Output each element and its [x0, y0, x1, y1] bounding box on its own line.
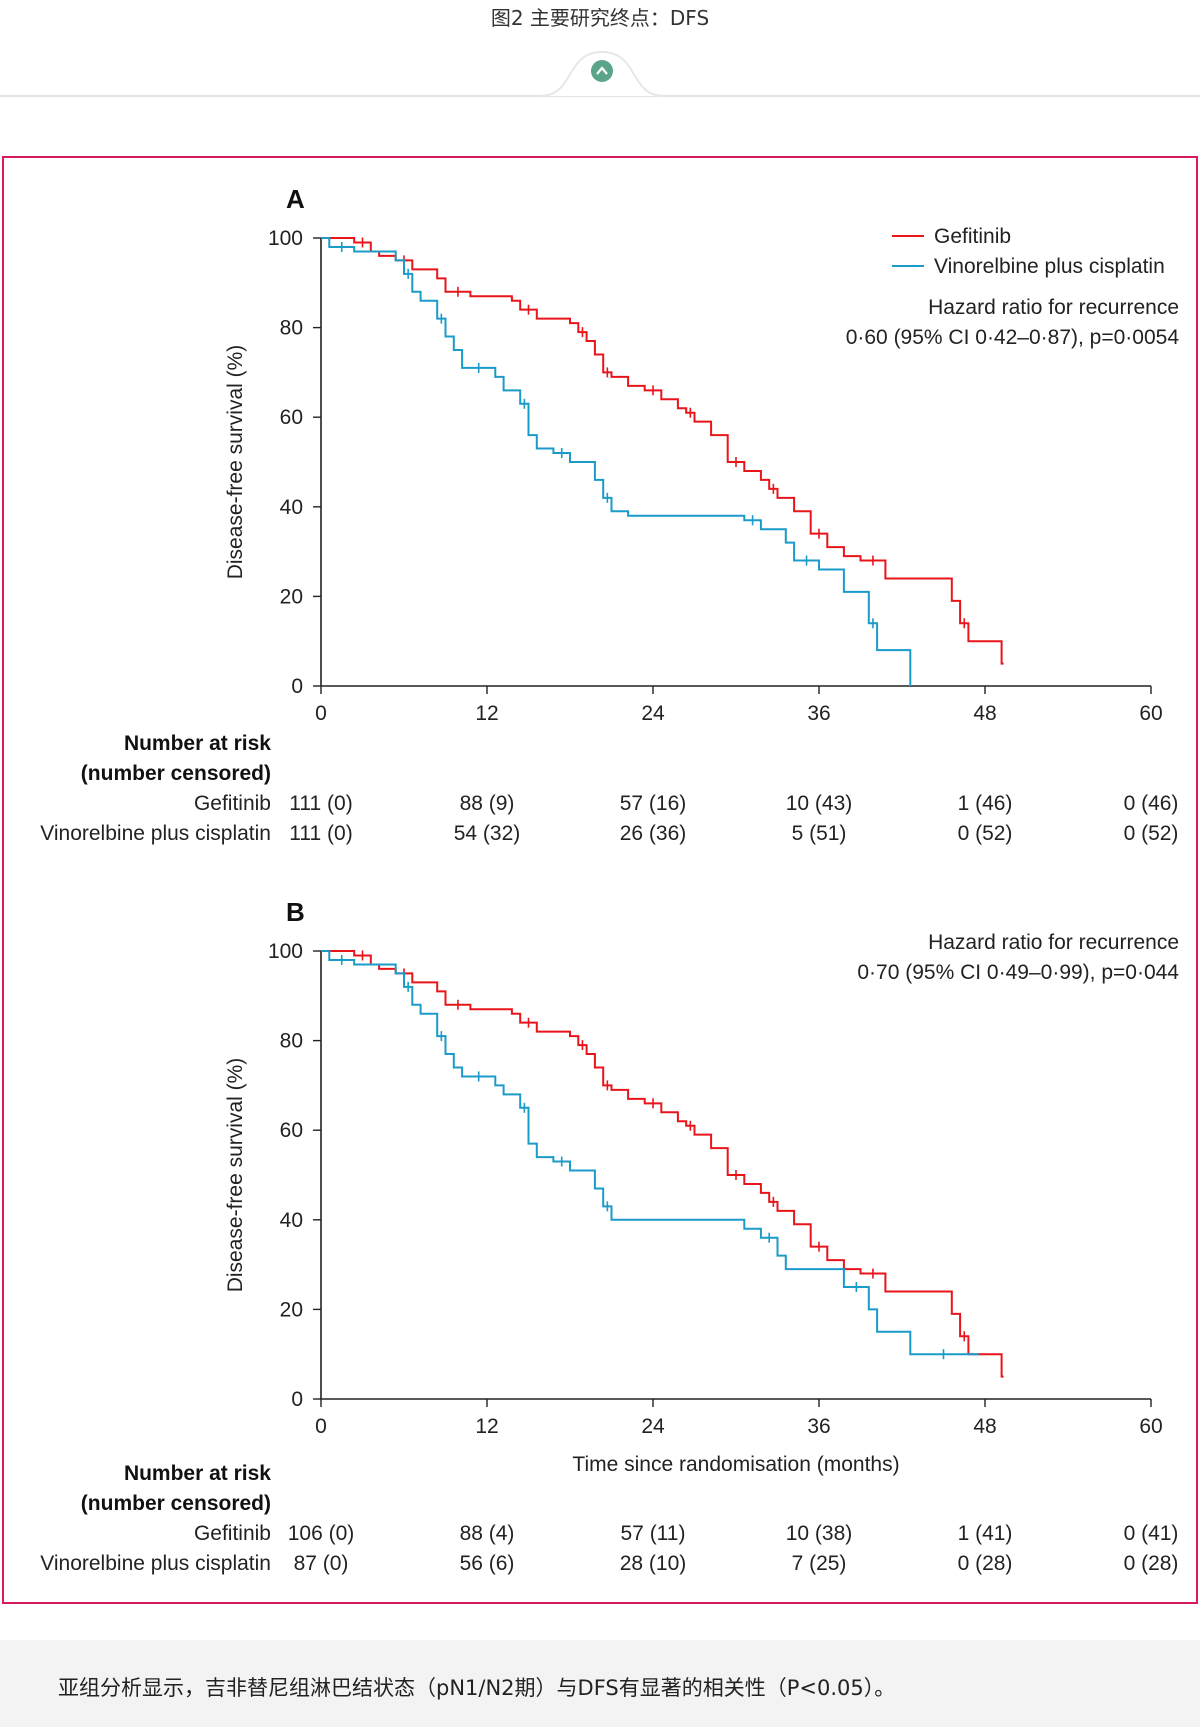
- figure-caption: 图2 主要研究终点：DFS: [490, 6, 710, 30]
- risk-value: 1 (46): [958, 792, 1013, 815]
- risk-value: 10 (38): [786, 1522, 853, 1545]
- series-line-vinorelbine: [321, 950, 979, 1356]
- risk-value: 88 (4): [460, 1522, 515, 1545]
- risk-value: 111 (0): [289, 792, 352, 815]
- y-tick-label: 100: [268, 940, 303, 963]
- risk-value: 10 (43): [786, 792, 853, 815]
- risk-table-header: (number censored): [81, 1492, 271, 1515]
- y-tick-label: 60: [280, 406, 303, 429]
- risk-value: 0 (28): [1124, 1552, 1179, 1575]
- risk-value: 28 (10): [620, 1552, 687, 1575]
- panel-letter: A: [286, 184, 305, 214]
- y-tick-label: 40: [280, 1209, 303, 1232]
- risk-value: 0 (52): [958, 822, 1013, 845]
- series-line-vinorelbine: [321, 237, 912, 686]
- risk-value: 87 (0): [294, 1552, 349, 1575]
- panel-a: A 0 20 40 60 80 100 0 12 24 36 48 60 Disease-free sur…: [40, 184, 1179, 845]
- risk-row-label: Gefitinib: [194, 1522, 271, 1545]
- hazard-ratio-line: 0·60 (95% CI 0·42–0·87), p=0·0054: [846, 326, 1180, 349]
- risk-value: 7 (25): [792, 1552, 847, 1575]
- footer-note-band: 亚组分析显示，吉非替尼组淋巴结状态（pN1/N2期）与DFS有显著的相关性（P<…: [0, 1640, 1200, 1727]
- risk-value: 106 (0): [288, 1522, 355, 1545]
- x-tick-label: 60: [1139, 702, 1162, 725]
- x-tick-label: 48: [973, 1415, 996, 1438]
- hazard-ratio-line: 0·70 (95% CI 0·49–0·99), p=0·044: [857, 961, 1179, 984]
- risk-value: 1 (41): [958, 1522, 1013, 1545]
- y-tick-label: 40: [280, 496, 303, 519]
- x-tick-label: 48: [973, 702, 996, 725]
- risk-table-header: Number at risk: [124, 1462, 271, 1485]
- legend-label-gefitinib: Gefitinib: [934, 225, 1011, 248]
- y-tick-label: 100: [268, 227, 303, 250]
- y-tick-label: 0: [291, 675, 303, 698]
- series-line-gefitinib: [321, 950, 1004, 1378]
- risk-row-label: Gefitinib: [194, 792, 271, 815]
- risk-value: 54 (32): [454, 822, 521, 845]
- y-tick-label: 60: [280, 1119, 303, 1142]
- x-tick-label: 12: [475, 1415, 498, 1438]
- x-tick-label: 36: [807, 1415, 830, 1438]
- hazard-ratio-line: Hazard ratio for recurrence: [928, 931, 1179, 954]
- risk-value: 0 (28): [958, 1552, 1013, 1575]
- y-tick-label: 80: [280, 1030, 303, 1053]
- risk-value: 88 (9): [460, 792, 515, 815]
- y-axis-label: Disease-free survival (%): [224, 1058, 247, 1293]
- header-divider: [0, 50, 1200, 97]
- x-tick-label: 12: [475, 702, 498, 725]
- x-tick-label: 36: [807, 702, 830, 725]
- risk-value: 57 (16): [620, 792, 687, 815]
- x-tick-label: 24: [641, 702, 665, 725]
- risk-value: 111 (0): [289, 822, 352, 845]
- risk-row-label: Vinorelbine plus cisplatin: [40, 822, 271, 845]
- panel-b: B 0 20 40 60 80 100 0 12 24 36 48 60 Disease-free sur…: [40, 897, 1179, 1575]
- legend-label-vinorelbine: Vinorelbine plus cisplatin: [934, 255, 1165, 278]
- risk-value: 57 (11): [621, 1522, 686, 1545]
- y-tick-label: 80: [280, 317, 303, 340]
- panel-letter: B: [286, 897, 305, 927]
- risk-row-label: Vinorelbine plus cisplatin: [40, 1552, 271, 1575]
- y-axis-label: Disease-free survival (%): [224, 345, 247, 580]
- risk-value: 0 (46): [1124, 792, 1179, 815]
- x-tick-label: 0: [315, 702, 327, 725]
- risk-table-header: (number censored): [81, 762, 271, 785]
- collapse-badge[interactable]: [591, 60, 613, 82]
- y-tick-label: 0: [291, 1388, 303, 1411]
- risk-value: 0 (41): [1124, 1522, 1179, 1545]
- chevron-up-icon[interactable]: [596, 66, 608, 75]
- footer-note: 亚组分析显示，吉非替尼组淋巴结状态（pN1/N2期）与DFS有显著的相关性（P<…: [58, 1676, 896, 1700]
- series-line-gefitinib: [321, 237, 1004, 665]
- y-tick-label: 20: [280, 585, 303, 608]
- y-tick-label: 20: [280, 1298, 303, 1321]
- x-tick-label: 0: [315, 1415, 327, 1438]
- risk-value: 56 (6): [460, 1552, 515, 1575]
- risk-value: 0 (52): [1124, 822, 1179, 845]
- x-tick-label: 60: [1139, 1415, 1162, 1438]
- km-figure: A 0 20 40 60 80 100 0 12 24 36 48 60 Disease-free sur…: [40, 184, 1179, 1575]
- risk-table-header: Number at risk: [124, 732, 271, 755]
- hazard-ratio-line: Hazard ratio for recurrence: [928, 296, 1179, 319]
- x-axis-label: Time since randomisation (months): [572, 1453, 899, 1476]
- x-tick-label: 24: [641, 1415, 665, 1438]
- risk-value: 5 (51): [792, 822, 847, 845]
- figure-frame: A 0 20 40 60 80 100 0 12 24 36 48 60 Disease-free sur…: [2, 156, 1198, 1604]
- risk-value: 26 (36): [620, 822, 687, 845]
